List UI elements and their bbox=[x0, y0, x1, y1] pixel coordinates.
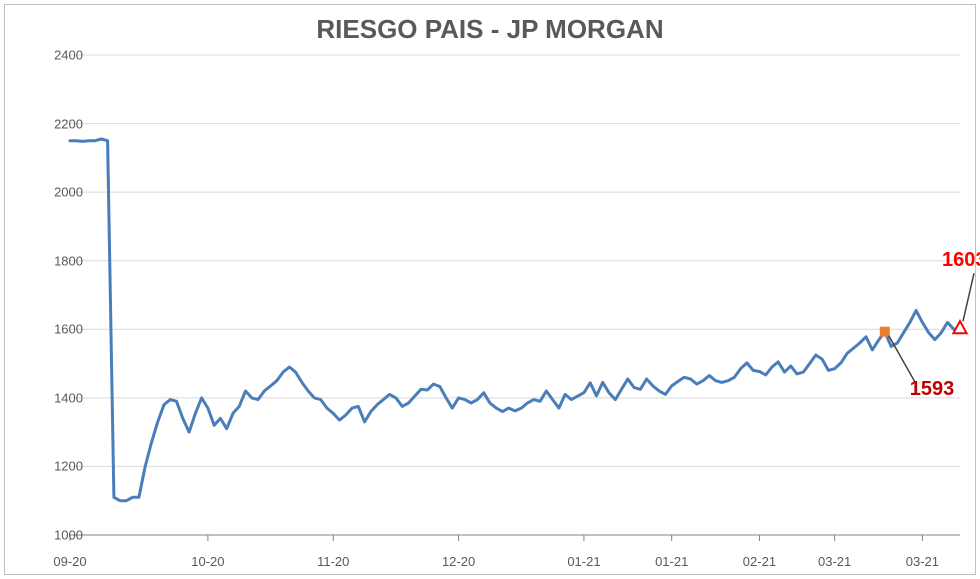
plot-area bbox=[70, 55, 960, 535]
plot-svg bbox=[70, 55, 960, 535]
riesgo-pais-chart: RIESGO PAIS - JP MORGAN 1000 1200 1400 1600… bbox=[0, 0, 980, 579]
x-tick-label: 03-21 bbox=[818, 554, 851, 569]
y-tick-label: 2400 bbox=[23, 48, 83, 63]
y-tick-label: 1800 bbox=[23, 253, 83, 268]
x-tick-label: 12-20 bbox=[442, 554, 475, 569]
x-tick-label: 03-21 bbox=[906, 554, 939, 569]
y-tick-label: 1000 bbox=[23, 528, 83, 543]
x-tick-label: 01-21 bbox=[567, 554, 600, 569]
x-tick-label: 09-20 bbox=[53, 554, 86, 569]
y-tick-label: 1200 bbox=[23, 459, 83, 474]
callout-prev-point: 1593 bbox=[910, 378, 955, 401]
y-tick-label: 1400 bbox=[23, 390, 83, 405]
x-tick-label: 10-20 bbox=[191, 554, 224, 569]
chart-title: RIESGO PAIS - JP MORGAN bbox=[0, 14, 980, 45]
y-tick-label: 1600 bbox=[23, 322, 83, 337]
y-tick-label: 2000 bbox=[23, 185, 83, 200]
callout-last-point: 1603 bbox=[942, 249, 980, 272]
x-tick-label: 11-20 bbox=[317, 554, 349, 569]
x-tick-label: 02-21 bbox=[743, 554, 776, 569]
y-tick-label: 2200 bbox=[23, 116, 83, 131]
x-tick-label: 01-21 bbox=[655, 554, 688, 569]
